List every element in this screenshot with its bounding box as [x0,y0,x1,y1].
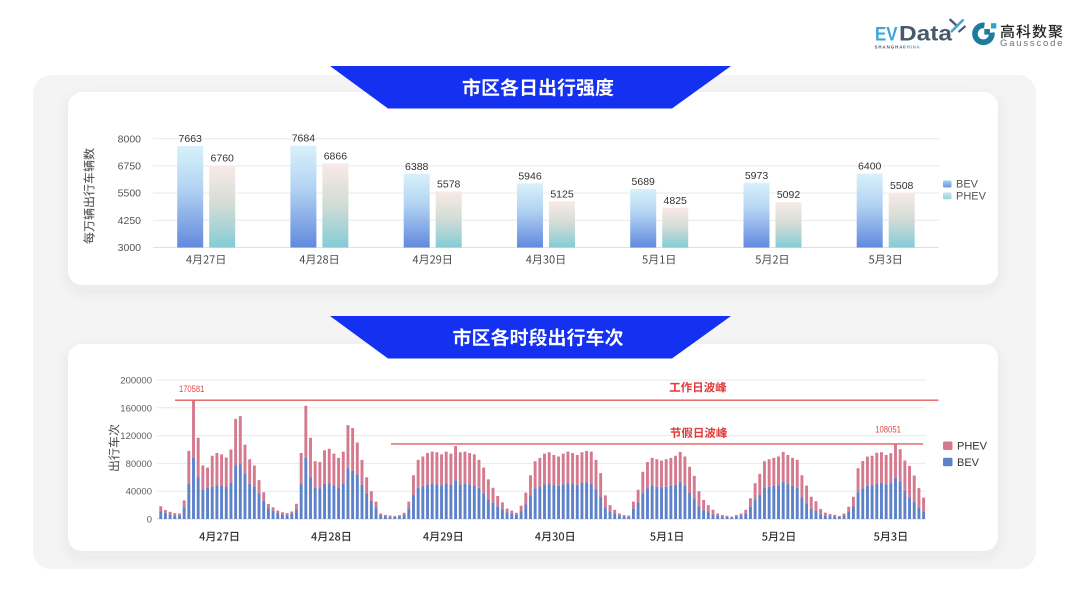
svg-text:SHANGHAI: SHANGHAI [875,44,906,49]
svg-text:4825: 4825 [664,195,688,207]
svg-text:CHINA: CHINA [903,44,921,49]
svg-text:200000: 200000 [120,376,152,387]
svg-text:PHEV: PHEV [956,191,987,203]
svg-text:120000: 120000 [120,431,152,442]
svg-text:7684: 7684 [292,133,316,145]
svg-text:40000: 40000 [126,487,152,498]
svg-text:PHEV: PHEV [957,441,988,453]
svg-text:7663: 7663 [179,133,203,145]
svg-text:6400: 6400 [858,161,882,173]
svg-text:6866: 6866 [324,150,348,162]
svg-text:0: 0 [147,515,152,526]
svg-text:5508: 5508 [890,180,914,192]
svg-text:6388: 6388 [405,161,429,173]
svg-text:3000: 3000 [118,242,142,254]
svg-text:108051: 108051 [875,425,901,435]
svg-text:Data: Data [899,22,953,46]
svg-text:4250: 4250 [118,215,142,227]
svg-text:6750: 6750 [118,161,142,173]
svg-text:5973: 5973 [745,170,769,182]
svg-text:5578: 5578 [437,178,461,190]
svg-text:EV: EV [875,25,898,46]
svg-text:80000: 80000 [126,459,152,470]
svg-text:BEV: BEV [957,457,980,469]
svg-text:BEV: BEV [956,179,979,191]
svg-text:5125: 5125 [550,188,574,200]
svg-text:5500: 5500 [118,188,142,200]
svg-text:160000: 160000 [120,403,152,414]
svg-text:8000: 8000 [118,133,142,145]
svg-text:5689: 5689 [632,176,656,188]
svg-text:5092: 5092 [777,189,801,201]
svg-text:5946: 5946 [518,170,542,182]
svg-text:170581: 170581 [179,384,204,394]
svg-text:6760: 6760 [211,153,235,165]
svg-text:Gausscode: Gausscode [1000,38,1064,49]
